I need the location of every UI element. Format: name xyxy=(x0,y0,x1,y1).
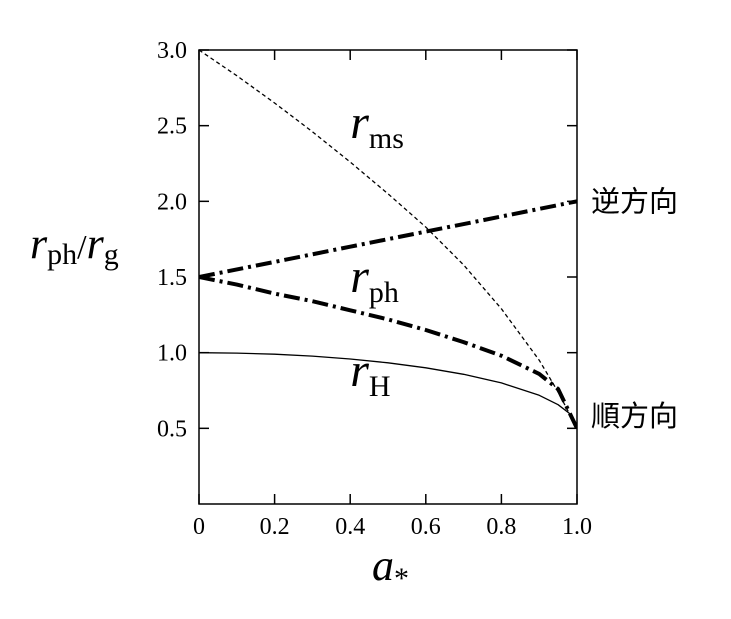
series-line-3 xyxy=(199,352,577,429)
y-tick-label: 1.0 xyxy=(157,341,187,367)
y-tick-label: 3.0 xyxy=(157,38,187,64)
side-label-0: 逆方向 xyxy=(591,184,678,218)
curve-label-ms: rms xyxy=(350,96,404,155)
tick-group: 0 0.2 0.4 0.6 0.8 1.0 0.5 1.0 1.5 2.0 2.5 3.0 xyxy=(157,38,592,540)
y-axis-label: rph/rg xyxy=(30,219,119,271)
curve-label-main: r xyxy=(350,344,369,397)
curve-label-main: r xyxy=(350,250,369,303)
x-tick-label: 1.0 xyxy=(562,514,592,540)
x-tick-label: 0.6 xyxy=(411,514,441,540)
y-axis-label-num-sub: ph xyxy=(47,238,77,271)
x-tick-label: 0 xyxy=(193,514,205,540)
x-axis-label-main: a xyxy=(372,541,394,590)
y-axis-label-den-sub: g xyxy=(104,238,119,271)
curve-label-H: rH xyxy=(350,344,390,403)
y-axis-label-num: r xyxy=(30,219,48,268)
curve-label-sub: ms xyxy=(369,122,404,155)
series-line-1 xyxy=(199,199,577,279)
series-line-0 xyxy=(199,50,577,429)
curve-label-sub: ph xyxy=(369,276,399,309)
x-axis-label: a* xyxy=(372,541,409,595)
x-tick-label: 0.2 xyxy=(260,514,290,540)
side-label-1: 順方向 xyxy=(591,399,678,433)
y-tick-label: 2.5 xyxy=(157,114,187,140)
series-group xyxy=(199,50,577,430)
x-axis-label-sub: * xyxy=(394,562,409,595)
x-tick-label: 0.4 xyxy=(335,514,365,540)
y-axis-label-den: r xyxy=(87,219,105,268)
series-line-2 xyxy=(199,275,577,430)
curve-label-sub: H xyxy=(369,370,391,403)
x-tick-label: 0.8 xyxy=(486,514,516,540)
y-tick-label: 2.0 xyxy=(157,189,187,215)
curve-label-ph: rph xyxy=(350,250,399,309)
curve-label-main: r xyxy=(350,96,369,149)
y-tick-label: 1.5 xyxy=(157,265,187,291)
y-tick-label: 0.5 xyxy=(157,416,187,442)
y-axis-label-slash: / xyxy=(77,229,87,266)
